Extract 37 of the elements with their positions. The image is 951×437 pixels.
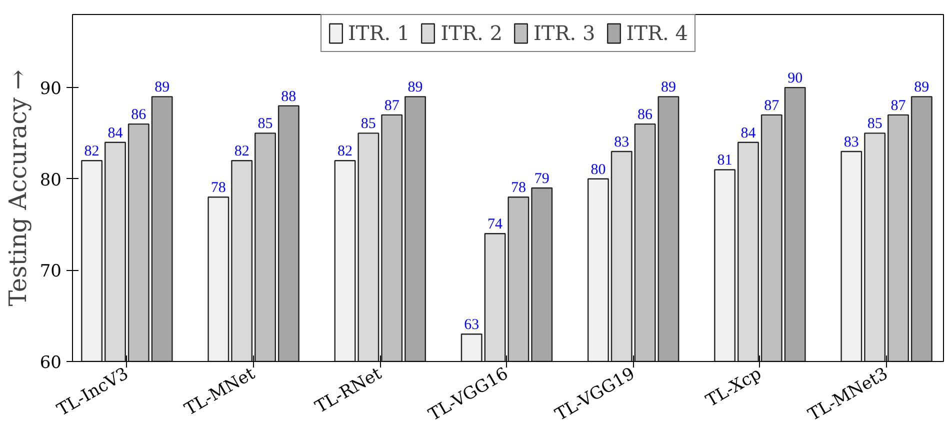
y-axis-title: Testing Accuracy → [4, 70, 32, 306]
legend-label: ITR. 2 [440, 21, 502, 45]
y-tick-label: 70 [40, 262, 62, 282]
data-label: 90 [788, 70, 803, 87]
data-label: 89 [154, 80, 170, 96]
data-label: 63 [464, 317, 480, 334]
y-tick-label: 80 [40, 170, 62, 190]
data-label: 85 [360, 116, 376, 132]
data-label: 86 [638, 107, 654, 124]
legend-label: ITR. 4 [626, 21, 688, 45]
data-label: 84 [108, 125, 124, 142]
data-label: 78 [210, 180, 226, 196]
data-label: 87 [764, 98, 780, 114]
data-label: 83 [614, 134, 630, 150]
data-label: 83 [844, 134, 859, 150]
data-label: 87 [890, 98, 906, 114]
data-label: 74 [488, 216, 504, 233]
data-label: 79 [534, 171, 550, 187]
data-label: 85 [867, 116, 882, 132]
data-label: 81 [717, 152, 732, 169]
legend-label: ITR. 3 [534, 21, 596, 45]
data-label: 85 [258, 116, 273, 132]
data-label: 86 [131, 107, 147, 124]
data-label: 84 [740, 125, 756, 142]
data-label: 82 [84, 144, 100, 160]
y-tick-label: 90 [40, 79, 62, 100]
legend-label: ITR. 1 [348, 21, 410, 45]
data-label: 89 [408, 80, 423, 96]
data-label: 89 [660, 80, 676, 96]
data-label: 89 [914, 80, 930, 96]
data-label: 80 [590, 162, 606, 178]
data-label: 82 [234, 144, 250, 160]
data-label: 78 [510, 180, 526, 196]
data-label: 88 [281, 88, 296, 105]
data-label: 87 [384, 98, 400, 114]
data-label: 82 [338, 144, 353, 160]
y-tick-label: 60 [40, 353, 62, 373]
